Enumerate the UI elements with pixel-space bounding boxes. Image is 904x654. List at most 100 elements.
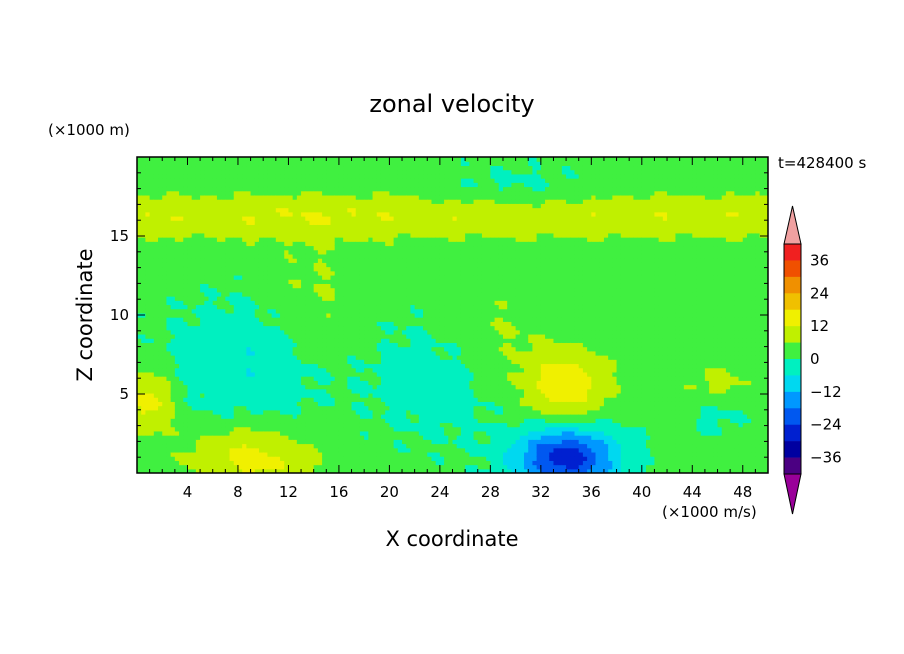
field-cell [351, 279, 357, 284]
field-cell [406, 258, 412, 263]
field-cell [145, 325, 151, 331]
field-cell [313, 371, 319, 377]
field-cell [187, 333, 193, 339]
field-cell [309, 194, 315, 200]
field-cell [221, 409, 226, 415]
field-cell [380, 338, 386, 343]
field-cell [246, 194, 252, 200]
field-cell [380, 333, 386, 339]
field-cell [301, 274, 306, 280]
field-cell [301, 262, 306, 268]
field-cell [301, 414, 306, 419]
field-cell [267, 359, 273, 365]
field-cell [347, 186, 353, 192]
field-cell [393, 186, 399, 192]
field-cell [364, 355, 369, 360]
field-cell [284, 346, 290, 352]
field-cell [292, 270, 298, 276]
field-cell [229, 401, 235, 407]
field-cell [212, 468, 218, 473]
field-cell [246, 451, 252, 457]
field-cell [271, 426, 277, 432]
field-cell [292, 388, 298, 394]
field-cell [246, 207, 252, 213]
field-cell [183, 308, 189, 314]
field-cell [162, 266, 168, 272]
field-cell [410, 392, 416, 398]
field-cell [275, 283, 281, 289]
field-cell [359, 409, 365, 415]
field-cell [393, 182, 399, 188]
field-cell [137, 350, 142, 356]
field-cell [372, 426, 378, 432]
field-cell [275, 426, 281, 432]
field-cell [347, 253, 353, 259]
field-cell [158, 397, 163, 402]
field-cell [187, 392, 193, 398]
field-cell [292, 430, 298, 436]
field-cell [267, 312, 273, 318]
field-cell [376, 464, 382, 470]
field-cell [195, 376, 201, 381]
field-cell [183, 430, 189, 436]
field-cell [301, 173, 306, 179]
field-cell [334, 211, 340, 217]
field-cell [191, 397, 197, 402]
field-cell [313, 232, 319, 238]
field-cell [330, 228, 336, 234]
field-cell [221, 380, 226, 386]
field-cell [326, 291, 332, 297]
field-cell [250, 186, 256, 192]
field-cell [301, 460, 306, 466]
field-cell [284, 157, 290, 162]
field-cell [280, 207, 285, 213]
field-cell [292, 182, 298, 188]
field-cell [208, 245, 214, 251]
field-cell [309, 430, 315, 436]
field-cell [221, 194, 226, 200]
field-cell [393, 241, 399, 247]
field-cell [141, 178, 147, 183]
field-cell [376, 296, 382, 301]
field-cell [355, 376, 361, 381]
field-cell [309, 388, 315, 394]
field-cell [183, 215, 189, 221]
field-cell [326, 211, 332, 217]
field-cell [153, 380, 159, 386]
field-cell [322, 338, 327, 343]
field-cell [402, 207, 407, 213]
field-cell [402, 346, 407, 352]
field-cell [237, 194, 243, 200]
field-cell [187, 401, 193, 407]
field-cell [376, 338, 382, 343]
field-cell [271, 363, 277, 369]
field-cell [141, 329, 147, 335]
field-cell [242, 464, 247, 470]
field-cell [204, 397, 210, 402]
field-cell [402, 418, 407, 424]
field-cell [141, 359, 147, 365]
field-cell [271, 460, 277, 466]
field-cell [191, 321, 197, 327]
field-cell [250, 224, 256, 230]
field-cell [376, 215, 382, 221]
field-cell [380, 203, 386, 209]
field-cell [250, 439, 256, 445]
field-cell [254, 355, 260, 360]
field-cell [179, 376, 184, 381]
field-cell [258, 422, 264, 428]
field-cell [149, 414, 155, 419]
field-cell [174, 439, 180, 445]
field-cell [351, 376, 357, 381]
field-cell [170, 161, 176, 167]
field-cell [389, 300, 395, 306]
field-cell [229, 418, 235, 424]
field-cell [141, 405, 147, 411]
field-cell [317, 224, 323, 230]
field-cell [233, 401, 239, 407]
field-cell [137, 199, 142, 204]
field-cell [153, 241, 159, 247]
field-cell [229, 203, 235, 209]
field-cell [271, 430, 277, 436]
field-cell [174, 161, 180, 167]
